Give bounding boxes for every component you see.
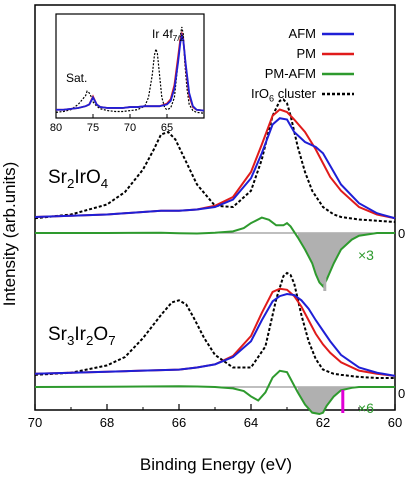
legend: AFM PM PM-AFM IrO6 cluster xyxy=(251,26,354,103)
difference-negative-shading xyxy=(297,233,395,287)
x-tick-label: 66 xyxy=(172,415,186,430)
legend-label: IrO6 cluster xyxy=(251,86,317,103)
legend-entry: PM-AFM xyxy=(265,66,354,81)
inset-x-tick-label: 65 xyxy=(161,122,173,134)
inset-plot: 80 75 70 65 Sat. Ir 4f7/2 xyxy=(50,13,205,134)
series-afm-line xyxy=(34,117,396,220)
difference-negative-shading xyxy=(297,387,395,414)
x-axis-label: Binding Energy (eV) xyxy=(140,455,292,474)
x-tick-label: 68 xyxy=(100,415,114,430)
inset-x-tick-label: 70 xyxy=(124,122,136,134)
main-plot: 70 68 66 64 62 60 Sr2IrO4 0 ×3 Sr3Ir2O7 0 ×6 xyxy=(28,4,405,430)
series-iro6-cluster-line xyxy=(34,98,396,223)
baseline-zero-label: 0 xyxy=(398,226,405,241)
series-pm-afm-line xyxy=(34,369,395,416)
x-tick-label: 60 xyxy=(388,415,402,430)
inset-x-tick-label: 80 xyxy=(50,122,62,134)
x-tick-label: 70 xyxy=(28,415,42,430)
baseline-zero-label: 0 xyxy=(398,386,405,401)
inset-annotation-sat: Sat. xyxy=(66,71,87,85)
inset-x-tick-label: 75 xyxy=(87,122,99,134)
x-tick-label: 64 xyxy=(244,415,258,430)
legend-label: AFM xyxy=(289,26,316,41)
legend-entry: AFM xyxy=(289,26,354,41)
panel-label: Sr3Ir2O7 xyxy=(48,324,116,348)
y-axis-label: Intensity (arb.units) xyxy=(0,162,19,307)
panel-1: Sr2IrO4 0 ×3 xyxy=(34,98,405,291)
inset-series-iro6-cluster-line xyxy=(55,26,205,114)
legend-entry: PM xyxy=(297,46,354,61)
series-pm-afm-line xyxy=(35,216,395,289)
legend-entry: IrO6 cluster xyxy=(251,86,354,103)
legend-label: PM-AFM xyxy=(265,66,316,81)
difference-scale-label: ×6 xyxy=(358,400,374,416)
series-iro6-cluster-line xyxy=(34,271,395,379)
inset-annotation-ir4f: Ir 4f7/2 xyxy=(152,27,185,43)
inset-series-afm-line xyxy=(56,32,205,112)
panel-label: Sr2IrO4 xyxy=(48,167,108,191)
x-tick-label: 62 xyxy=(316,415,330,430)
panel-2: Sr3Ir2O7 0 ×6 xyxy=(34,271,405,416)
series-afm-line xyxy=(34,292,396,377)
legend-label: PM xyxy=(297,46,317,61)
difference-scale-label: ×3 xyxy=(358,247,374,263)
